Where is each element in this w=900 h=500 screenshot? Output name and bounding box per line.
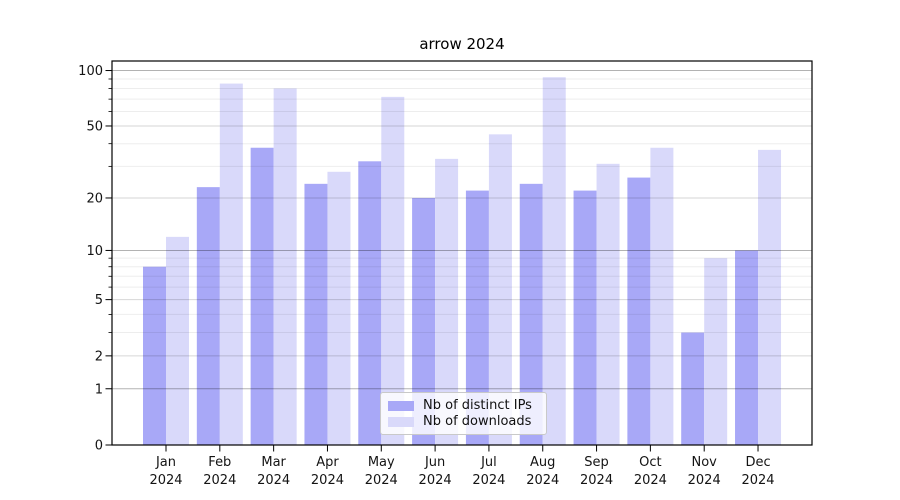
x-tick-label-year: 2024 bbox=[526, 473, 559, 488]
y-tick-label: 0 bbox=[95, 439, 103, 454]
bar-jan-ips bbox=[143, 266, 166, 445]
bar-feb-ips bbox=[196, 187, 220, 445]
x-tick-label-year: 2024 bbox=[311, 473, 344, 488]
bar-oct-downloads bbox=[650, 147, 674, 445]
legend-item-downloads: Nb of downloads bbox=[388, 415, 538, 428]
x-tick-label-year: 2024 bbox=[472, 473, 505, 488]
legend-label-distinct-ips: Nb of distinct IPs bbox=[423, 398, 532, 413]
chart-title: arrow 2024 bbox=[419, 35, 505, 53]
y-tick-label: 10 bbox=[86, 244, 103, 259]
bar-jun-ips bbox=[412, 197, 436, 445]
x-tick-label-month: Aug bbox=[530, 455, 555, 470]
y-tick-label: 1 bbox=[95, 382, 103, 397]
legend-item-distinct-ips: Nb of distinct IPs bbox=[388, 399, 538, 412]
y-axis: 0 1 2 5 10 20 50 100 bbox=[78, 64, 112, 454]
x-tick-label-month: Feb bbox=[208, 455, 231, 470]
legend: Nb of distinct IPs Nb of downloads bbox=[380, 392, 547, 435]
bar-dec-downloads bbox=[758, 149, 782, 446]
y-tick-label: 100 bbox=[78, 64, 103, 79]
x-tick-label-month: Jul bbox=[480, 455, 497, 470]
bar-may-downloads bbox=[381, 96, 405, 445]
bar-sep-ips bbox=[573, 190, 597, 445]
x-tick-label-year: 2024 bbox=[580, 473, 613, 488]
x-tick-label-year: 2024 bbox=[741, 473, 774, 488]
bar-oct-ips bbox=[627, 177, 651, 446]
bar-jul-ips bbox=[465, 190, 489, 445]
x-tick-label-year: 2024 bbox=[419, 473, 452, 488]
y-tick-label: 50 bbox=[86, 119, 103, 134]
x-tick-label-month: Apr bbox=[316, 455, 339, 470]
bar-dec-ips bbox=[735, 250, 759, 445]
legend-label-downloads: Nb of downloads bbox=[423, 414, 532, 429]
x-tick-label-month: Jun bbox=[424, 455, 445, 470]
bar-jul-downloads bbox=[488, 134, 512, 445]
gridlines bbox=[112, 70, 812, 390]
x-tick-label-month: Oct bbox=[639, 455, 661, 470]
x-tick-label-month: Dec bbox=[745, 455, 770, 470]
bar-jan-downloads bbox=[166, 236, 189, 445]
bar-mar-ips bbox=[250, 147, 274, 445]
x-tick-label-month: Mar bbox=[261, 455, 286, 470]
x-tick-label-year: 2024 bbox=[688, 473, 721, 488]
axes-frame bbox=[111, 60, 813, 446]
bar-nov-ips bbox=[681, 332, 705, 445]
legend-swatch-distinct-ips bbox=[388, 400, 414, 411]
bar-nov-downloads bbox=[704, 258, 728, 445]
bar-may-ips bbox=[358, 161, 382, 445]
y-tick-label: 2 bbox=[95, 349, 103, 364]
y-tick-label: 20 bbox=[86, 191, 103, 206]
bars bbox=[143, 77, 782, 446]
bar-apr-ips bbox=[304, 183, 328, 445]
bar-mar-downloads bbox=[273, 88, 297, 445]
x-tick-label-year: 2024 bbox=[634, 473, 667, 488]
bar-aug-downloads bbox=[542, 77, 566, 445]
bar-aug-ips bbox=[519, 183, 543, 445]
x-tick-label-month: Nov bbox=[692, 455, 718, 470]
x-tick-label-month: May bbox=[368, 455, 395, 470]
bar-jun-downloads bbox=[435, 158, 459, 445]
x-tick-label-year: 2024 bbox=[203, 473, 236, 488]
y-tick-label: 5 bbox=[95, 293, 103, 308]
legend-swatch-downloads bbox=[388, 416, 414, 427]
bar-apr-downloads bbox=[327, 171, 351, 446]
x-tick-label-month: Jan bbox=[155, 455, 176, 470]
x-axis: Jan 2024 Feb 2024 Mar 2024 Apr 2024 May 2024 Jun 20… bbox=[149, 445, 775, 488]
bar-feb-downloads bbox=[219, 83, 243, 445]
x-tick-label-year: 2024 bbox=[257, 473, 290, 488]
x-tick-label-year: 2024 bbox=[365, 473, 398, 488]
x-tick-label-year: 2024 bbox=[149, 473, 182, 488]
x-tick-label-month: Sep bbox=[584, 455, 609, 470]
bar-sep-downloads bbox=[596, 163, 620, 445]
